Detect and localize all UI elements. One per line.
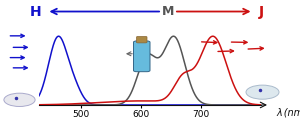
Text: J: J	[258, 4, 264, 19]
Circle shape	[246, 85, 279, 99]
Circle shape	[4, 93, 35, 106]
Text: M: M	[162, 5, 174, 18]
FancyBboxPatch shape	[136, 36, 147, 43]
Text: λ (nm): λ (nm)	[277, 108, 300, 118]
Text: H: H	[30, 4, 42, 19]
FancyBboxPatch shape	[134, 41, 150, 72]
